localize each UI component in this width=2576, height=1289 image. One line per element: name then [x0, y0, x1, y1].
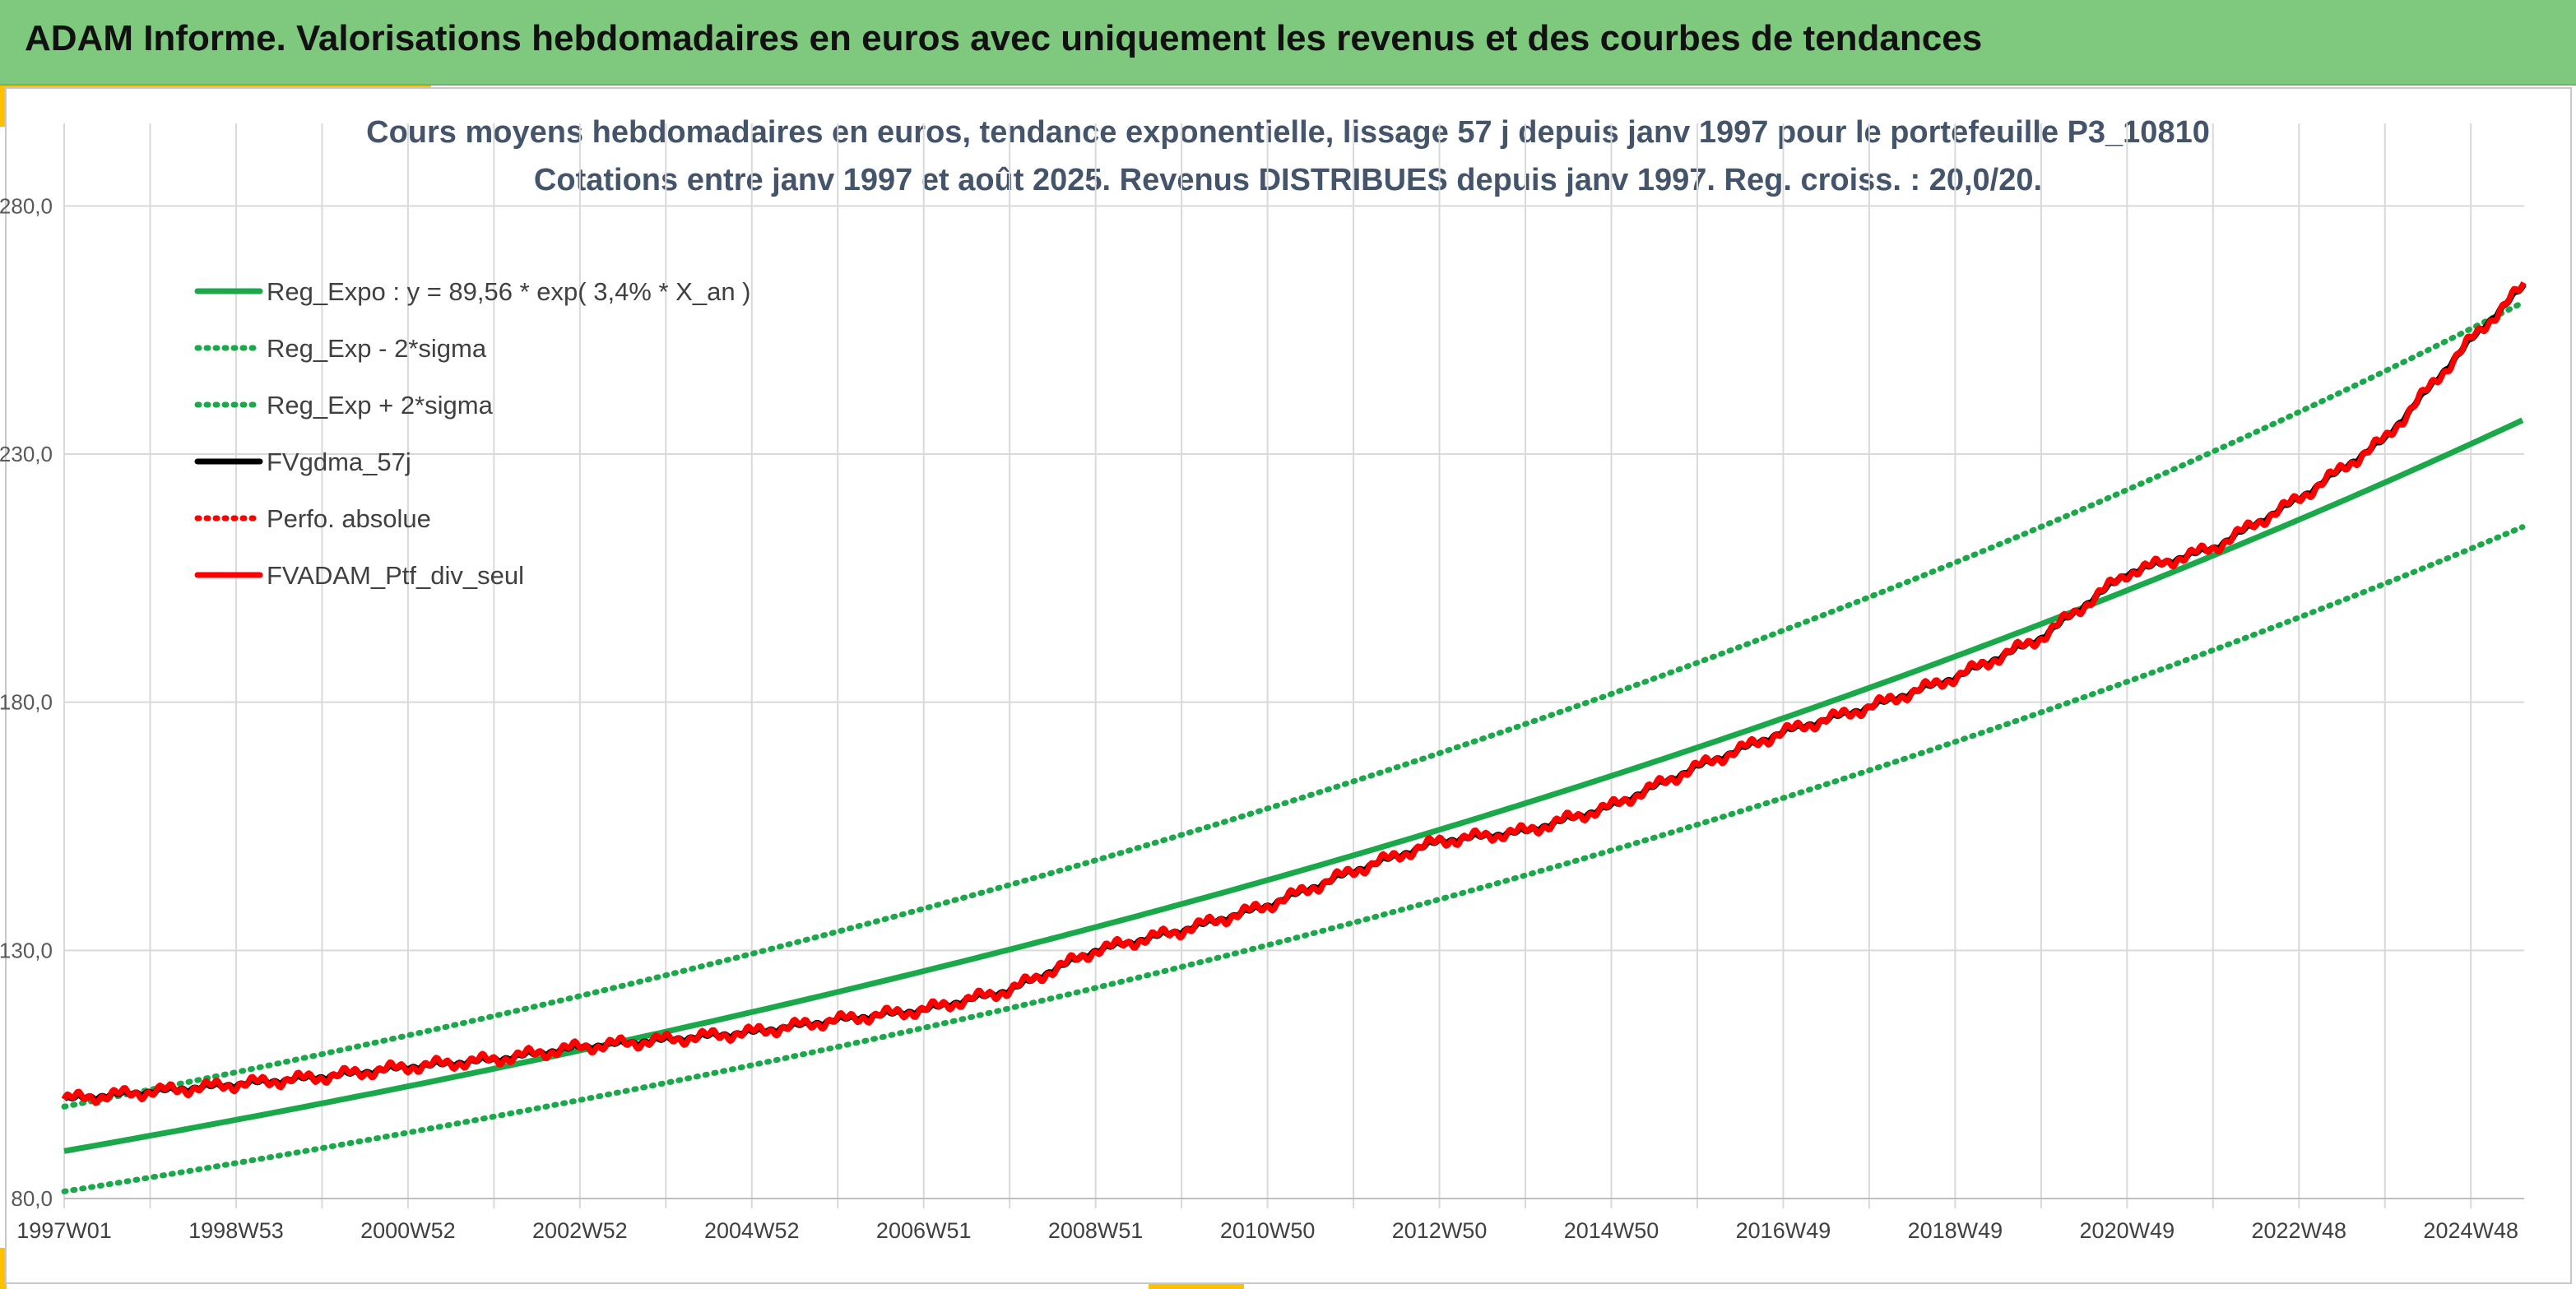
x-tick-label: 2022W48 — [2251, 1218, 2346, 1243]
x-tick-label: 2020W49 — [2080, 1218, 2175, 1243]
legend-label: Perfo. absolue — [267, 504, 431, 533]
x-tick-label: 2002W52 — [532, 1218, 628, 1243]
x-tick-label: 1998W53 — [188, 1218, 284, 1243]
legend: Reg_Expo : y = 89,56 * exp( 3,4% * X_an … — [194, 277, 751, 590]
x-tick-label: 2006W51 — [876, 1218, 972, 1243]
chart-title: Cours moyens hebdomadaires en euros, ten… — [366, 115, 2210, 150]
x-tick-label: 2014W50 — [1564, 1218, 1659, 1243]
legend-label: FVADAM_Ptf_div_seul — [267, 561, 524, 590]
x-tick-label: 2012W50 — [1392, 1218, 1488, 1243]
x-tick-label: 2016W49 — [1736, 1218, 1831, 1243]
chart-subtitle: Cotations entre janv 1997 et août 2025. … — [533, 163, 2043, 197]
reg-plus-2sigma-line — [61, 299, 2526, 1110]
x-tick-label: 2018W49 — [1908, 1218, 2003, 1243]
series-layer — [61, 281, 2527, 1194]
x-tick-label: 2000W52 — [360, 1218, 456, 1243]
report-banner: ADAM Informe. Valorisations hebdomadaire… — [0, 0, 2576, 86]
y-tick-label: 230,0 — [0, 442, 53, 466]
corner-accent-left — [0, 86, 7, 127]
y-tick-label: 130,0 — [0, 938, 53, 962]
legend-label: FVgdma_57j — [267, 447, 411, 476]
chart-area — [5, 87, 2572, 1284]
report-title: ADAM Informe. Valorisations hebdomadaire… — [25, 18, 1983, 58]
x-tick-label: 2008W51 — [1048, 1218, 1144, 1243]
x-tick-label: 2010W50 — [1220, 1218, 1316, 1243]
legend-label: Reg_Exp - 2*sigma — [267, 334, 487, 363]
grid-layer — [63, 123, 2524, 1208]
reg-expo-line — [63, 417, 2524, 1154]
x-tick-label: 2004W52 — [704, 1218, 800, 1243]
y-tick-label: 280,0 — [0, 193, 53, 218]
fvadam-ptf-div-seul-line — [61, 281, 2527, 1106]
legend-label: Reg_Exp + 2*sigma — [267, 391, 494, 420]
y-tick-label: 80,0 — [11, 1186, 53, 1211]
reg-minus-2sigma-line — [61, 524, 2526, 1194]
x-tick-label: 1997W01 — [16, 1218, 112, 1243]
y-tick-label: 180,0 — [0, 690, 53, 715]
corner-accent-bottom-left — [0, 1248, 7, 1289]
x-tick-label: 2024W48 — [2423, 1218, 2518, 1243]
legend-label: Reg_Expo : y = 89,56 * exp( 3,4% * X_an … — [267, 277, 751, 306]
axis-layer: 80,0 130,0 180,0 230,0 280,0 1997W01 1998W53 20… — [0, 193, 2524, 1243]
corner-accent-bottom — [1149, 1284, 1244, 1289]
